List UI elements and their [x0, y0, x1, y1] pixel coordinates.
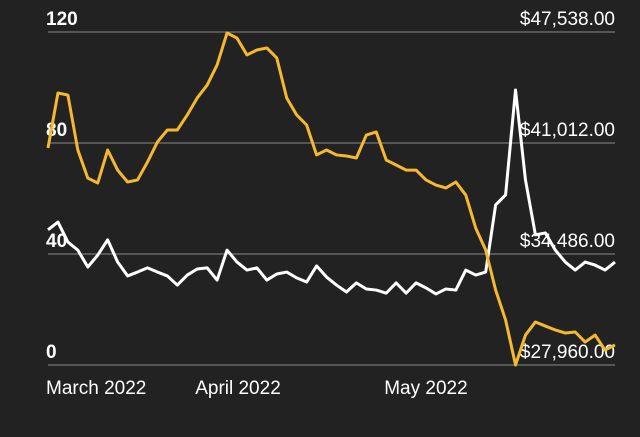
y2-tick-label: $47,538.00 [520, 9, 615, 30]
x-tick-label: March 2022 [46, 378, 146, 399]
y2-tick-label: $27,960.00 [520, 342, 615, 363]
y-tick-label: 0 [46, 342, 57, 363]
y-tick-label: 120 [46, 9, 78, 30]
y2-tick-label: $41,012.00 [520, 120, 615, 141]
line-series [46, 31, 616, 367]
y2-tick-label: $34,486.00 [520, 231, 615, 252]
line-series [47, 88, 616, 296]
x-tick-label: May 2022 [384, 378, 467, 399]
y-tick-label: 40 [46, 231, 67, 252]
x-tick-label: April 2022 [195, 378, 281, 399]
